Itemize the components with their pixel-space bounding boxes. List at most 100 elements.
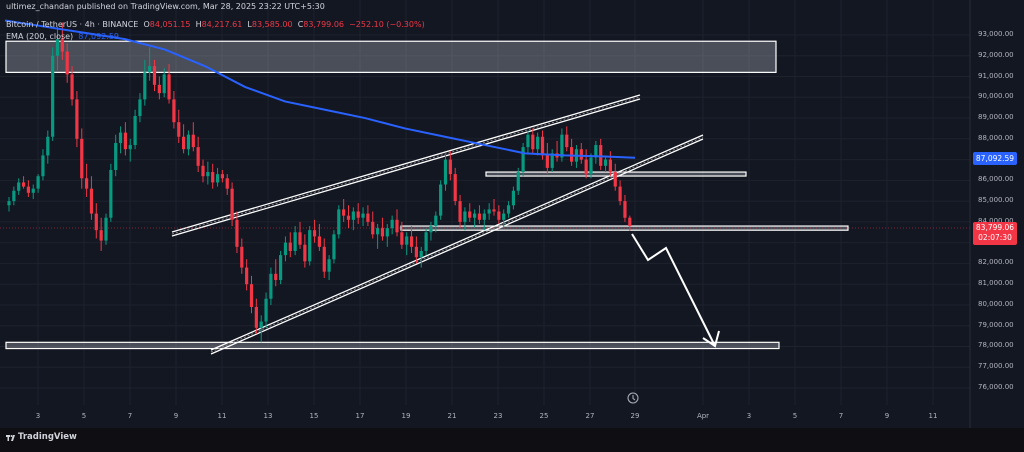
candle-body bbox=[473, 213, 477, 218]
footer-bar: TradingView bbox=[0, 428, 1024, 448]
candlestick-series bbox=[7, 22, 632, 343]
candle-body bbox=[274, 273, 278, 281]
time-tick-label: 13 bbox=[263, 412, 273, 420]
candle-body bbox=[211, 172, 215, 183]
candle-body bbox=[448, 159, 452, 175]
price-zone-box bbox=[5, 40, 777, 73]
tradingview-logo-icon bbox=[6, 435, 15, 441]
candle-body bbox=[89, 188, 94, 214]
price-tick-label: 86,000.00 bbox=[978, 175, 1014, 184]
price-tick-label: 90,000.00 bbox=[978, 92, 1014, 101]
change-value: −252.10 (−0.30%) bbox=[349, 20, 425, 29]
symbol-name[interactable]: Bitcoin / TetherUS · 4h · BINANCE bbox=[6, 20, 139, 29]
close-label: C bbox=[297, 20, 304, 29]
candle-body bbox=[12, 190, 16, 202]
time-tick-label: 5 bbox=[81, 412, 87, 420]
candle-body bbox=[526, 134, 530, 148]
candle-body bbox=[579, 149, 583, 160]
candle-body bbox=[55, 39, 60, 56]
candle-body bbox=[390, 219, 394, 229]
candle-body bbox=[99, 230, 103, 241]
candle-body bbox=[603, 159, 608, 166]
candle-body bbox=[540, 136, 545, 156]
candle-body bbox=[152, 66, 157, 85]
ema-price-tag: 87,092.59 bbox=[973, 152, 1017, 165]
candle-body bbox=[477, 213, 482, 220]
trendline-inner bbox=[171, 98, 641, 237]
candle-body bbox=[312, 230, 317, 237]
candle-body bbox=[293, 232, 297, 251]
candle-body bbox=[245, 267, 249, 285]
candle-body bbox=[618, 186, 622, 202]
candle-body bbox=[26, 186, 30, 193]
candle-body bbox=[85, 178, 89, 189]
open-value: 84,051.15 bbox=[149, 20, 191, 29]
projection-arrow bbox=[631, 233, 716, 347]
candle-body bbox=[133, 115, 137, 146]
projection-arrow-head bbox=[702, 330, 720, 348]
candle-body bbox=[283, 242, 288, 256]
candle-body bbox=[322, 246, 326, 272]
ema-label[interactable]: EMA (200, close) bbox=[6, 32, 74, 41]
candle-body bbox=[453, 174, 457, 202]
candle-body bbox=[376, 228, 380, 235]
trendline-outer bbox=[210, 134, 704, 351]
candle-body bbox=[594, 145, 598, 158]
time-tick-label: 29 bbox=[630, 412, 640, 420]
candle-body bbox=[565, 134, 569, 148]
candle-body bbox=[385, 228, 389, 237]
candle-body bbox=[75, 99, 79, 139]
time-tick-label: 21 bbox=[447, 412, 457, 420]
time-tick-label: 9 bbox=[173, 412, 179, 420]
candle-body bbox=[148, 66, 152, 73]
time-tick-label: 23 bbox=[493, 412, 503, 420]
ema-legend: EMA (200, close) 87,092.59 bbox=[6, 32, 119, 41]
candle-body bbox=[531, 134, 535, 150]
time-tick-label: 7 bbox=[127, 412, 133, 420]
high-value: 84,217.61 bbox=[201, 20, 243, 29]
candle-body bbox=[162, 74, 166, 94]
candle-body bbox=[429, 226, 433, 233]
price-tick-label: 77,000.00 bbox=[978, 362, 1014, 371]
price-tick-label: 85,000.00 bbox=[978, 196, 1014, 205]
candle-body bbox=[269, 273, 273, 299]
candle-body bbox=[346, 215, 351, 220]
go-to-realtime-icon[interactable] bbox=[627, 392, 639, 404]
candle-body bbox=[303, 244, 307, 262]
candle-body bbox=[434, 215, 438, 227]
bar-countdown: 02:07:30 bbox=[978, 233, 1012, 242]
candle-body bbox=[230, 188, 234, 220]
candle-body bbox=[516, 172, 520, 191]
close-value: 83,799.06 bbox=[303, 20, 344, 29]
ema-200-line bbox=[4, 19, 636, 159]
candle-body bbox=[41, 155, 45, 177]
footer-brand: TradingView bbox=[18, 432, 77, 442]
candle-body bbox=[492, 209, 496, 212]
candle-body bbox=[439, 184, 443, 216]
candle-body bbox=[186, 134, 191, 150]
candle-body bbox=[70, 74, 74, 100]
candle-body bbox=[60, 39, 64, 52]
time-tick-label: 19 bbox=[401, 412, 411, 420]
candle-body bbox=[123, 132, 127, 150]
candle-body bbox=[31, 188, 35, 193]
symbol-legend: Bitcoin / TetherUS · 4h · BINANCE O84,05… bbox=[6, 20, 425, 29]
trendline-inner bbox=[210, 138, 704, 355]
candle-body bbox=[114, 142, 118, 170]
time-tick-label: 3 bbox=[35, 412, 41, 420]
candle-body bbox=[177, 122, 181, 137]
candle-body bbox=[225, 178, 229, 189]
candle-body bbox=[468, 211, 472, 218]
candle-body bbox=[502, 213, 506, 220]
candle-body bbox=[419, 250, 423, 258]
candle-body bbox=[143, 72, 147, 100]
candle-body bbox=[497, 211, 501, 220]
channel-trendlines bbox=[171, 94, 704, 355]
candle-body bbox=[128, 145, 132, 150]
candle-body bbox=[109, 169, 113, 218]
candle-body bbox=[65, 51, 69, 75]
candle-body bbox=[424, 232, 428, 251]
